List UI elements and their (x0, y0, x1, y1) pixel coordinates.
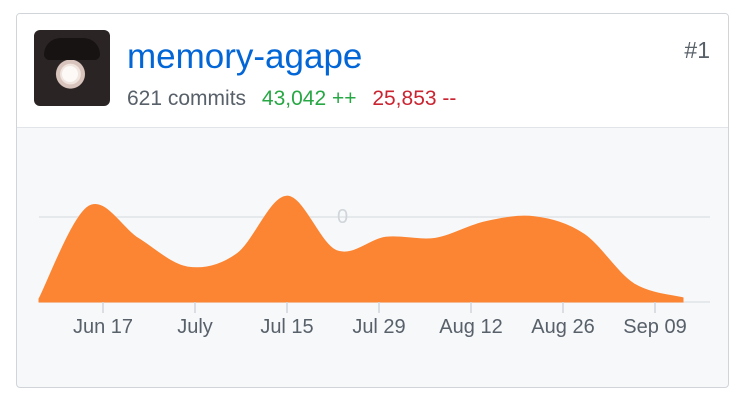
x-axis-ticks: Jun 17 July Jul 15 Jul 29 Aug 12 Aug 26 Sep 09 (73, 302, 687, 338)
x-axis-tick-label: Aug 26 (531, 316, 594, 338)
avatar[interactable] (34, 30, 110, 106)
x-axis-tick-label: Sep 09 (623, 316, 686, 338)
additions-count: 43,042 ++ (261, 87, 357, 110)
x-axis-tick-label: July (177, 316, 213, 338)
contributor-header: memory-agape 621 commits 43,042 ++ 25,85… (17, 14, 728, 128)
x-axis-tick-label: Jul 15 (260, 316, 313, 338)
x-axis-tick-label: Aug 12 (439, 316, 502, 338)
deletions-count: 25,853 -- (372, 87, 457, 110)
contributor-card: memory-agape 621 commits 43,042 ++ 25,85… (16, 13, 729, 388)
commit-count: 621 commits (127, 87, 247, 110)
x-axis-tick-label: Jun 17 (73, 316, 133, 338)
gridline-value-label: 0 (337, 206, 348, 228)
contribution-area (38, 195, 684, 303)
contributor-name-link[interactable]: memory-agape (127, 37, 363, 76)
rank-badge: #1 (684, 37, 710, 63)
contribution-stats: 621 commits 43,042 ++ 25,853 -- (127, 87, 456, 111)
x-axis-tick-label: Jul 29 (352, 316, 405, 338)
contribution-area-chart: 0 Jun 17 July Jul 15 Jul 29 Aug 12 Aug 26 Sep … (38, 195, 710, 338)
